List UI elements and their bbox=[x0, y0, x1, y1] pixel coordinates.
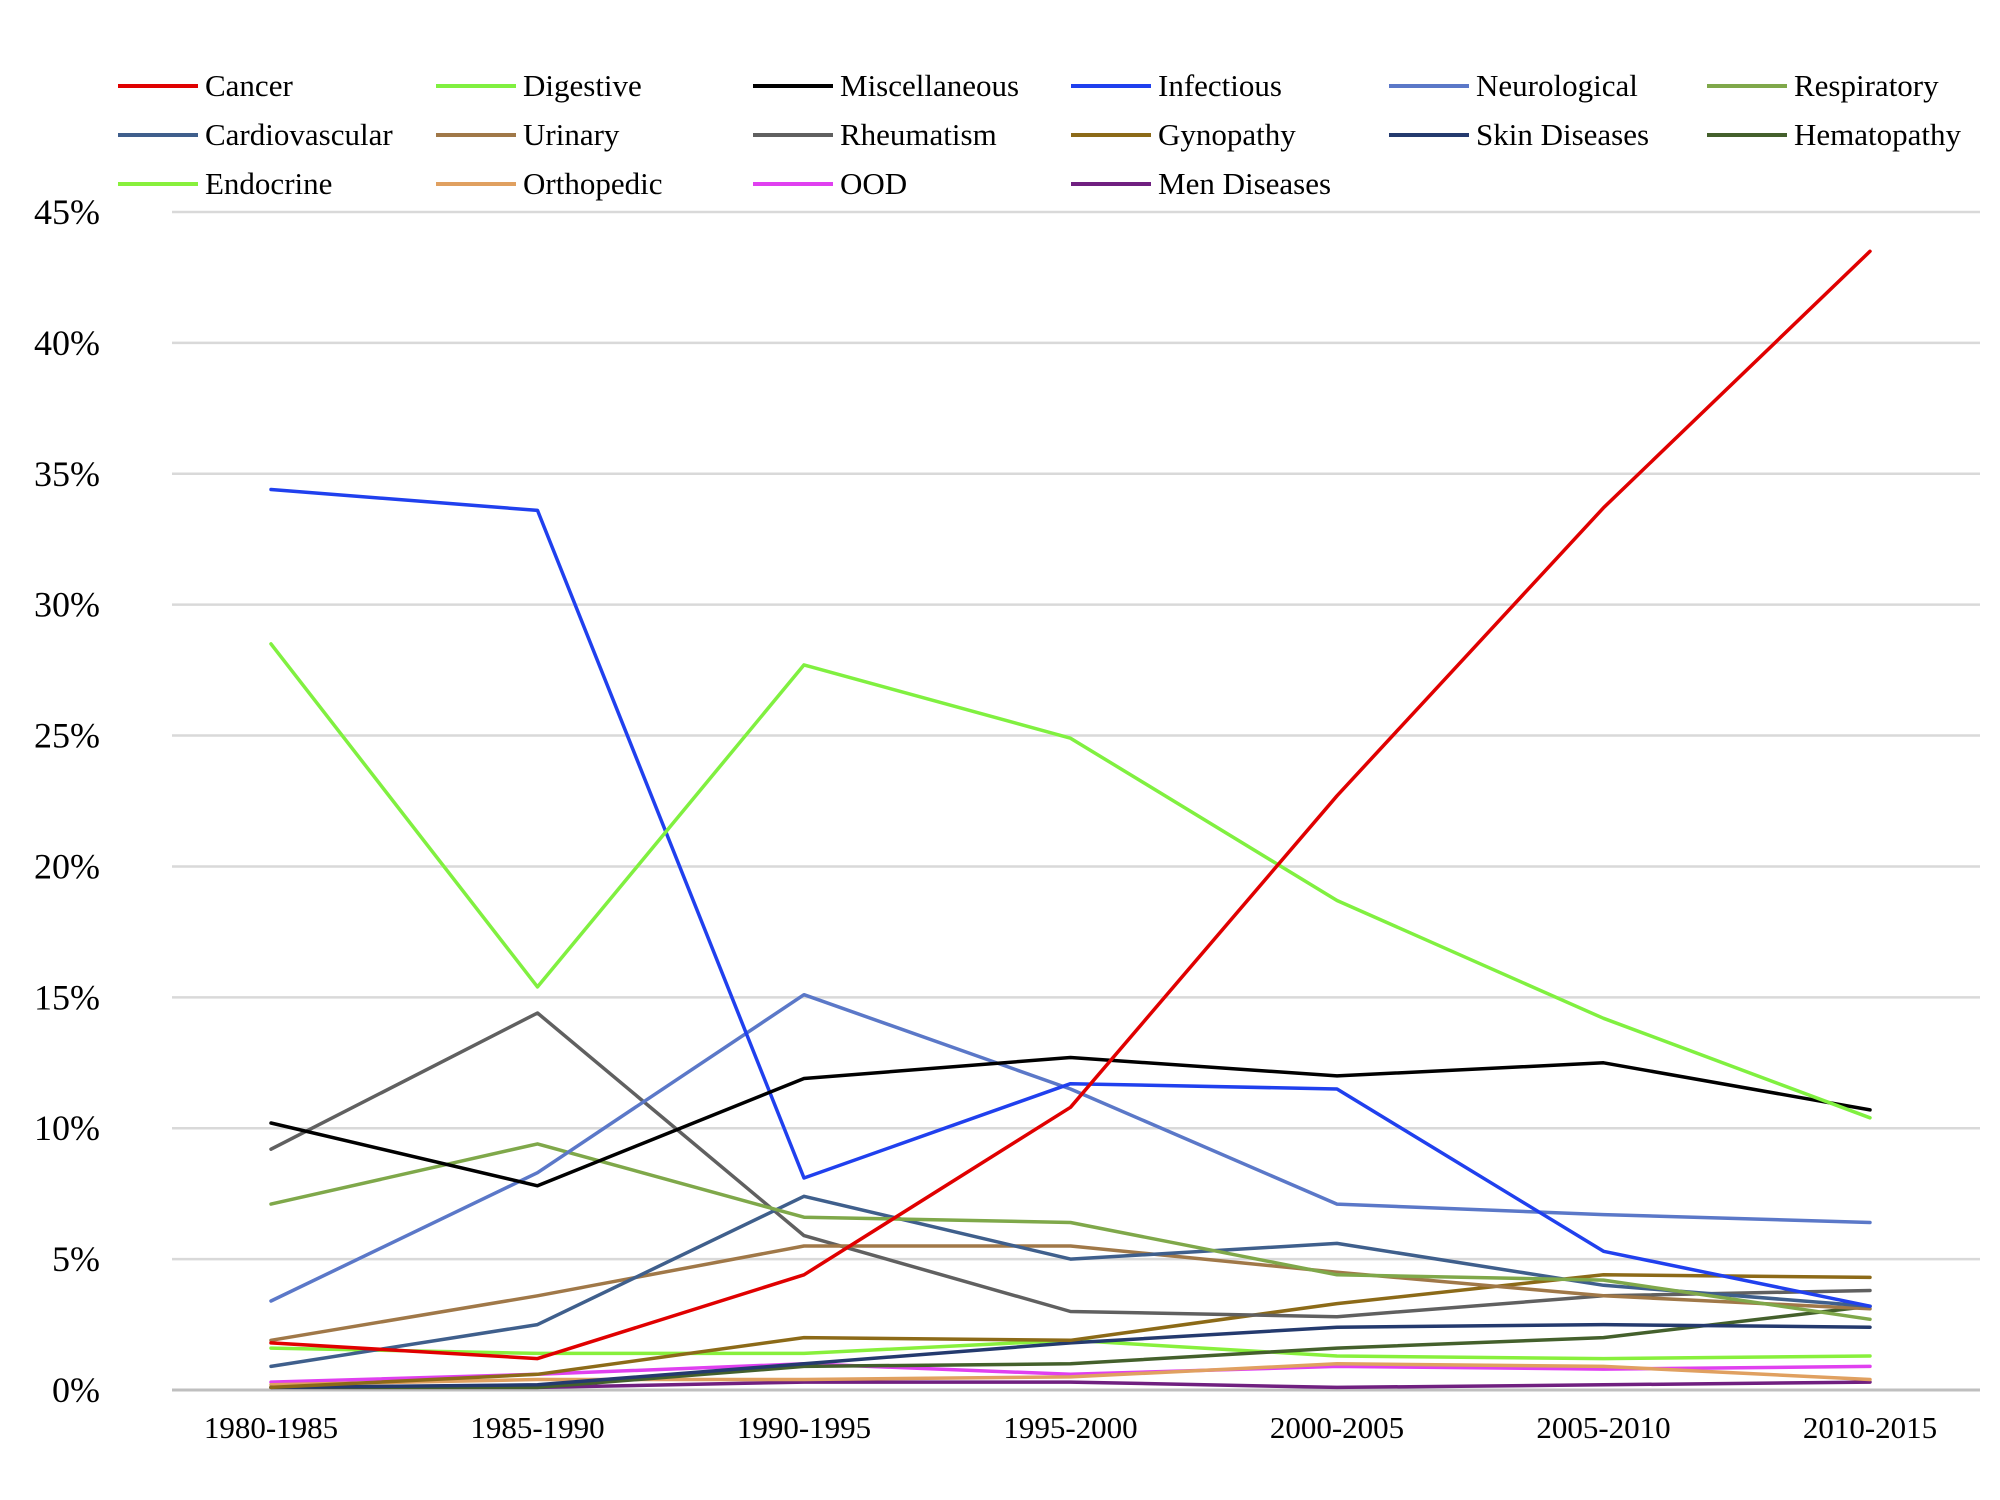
legend-item-rheumatism: Rheumatism bbox=[753, 117, 997, 152]
legend-item-hematopathy: Hematopathy bbox=[1707, 117, 1962, 152]
y-tick-label: 20% bbox=[34, 846, 100, 886]
legend-item-infectious: Infectious bbox=[1071, 68, 1282, 103]
gridlines bbox=[172, 210, 1980, 1392]
x-tick-label: 2000-2005 bbox=[1270, 1410, 1404, 1445]
legend: Cancer Digestive Miscellaneous Infectious Ne… bbox=[118, 68, 1962, 201]
y-tick-label: 35% bbox=[34, 454, 100, 494]
series-line-digestive bbox=[269, 642, 1872, 1120]
legend-label: Infectious bbox=[1158, 68, 1282, 103]
legend-label: Neurological bbox=[1476, 68, 1638, 103]
series-line-cancer bbox=[269, 249, 1872, 1361]
legend-item-respiratory: Respiratory bbox=[1707, 68, 1939, 103]
legend-label: OOD bbox=[840, 166, 907, 201]
y-tick-label: 5% bbox=[52, 1239, 100, 1279]
legend-label: Hematopathy bbox=[1794, 117, 1962, 152]
x-tick-label: 1990-1995 bbox=[737, 1410, 871, 1445]
legend-item-digestive: Digestive bbox=[436, 68, 642, 103]
legend-label: Cancer bbox=[205, 68, 293, 103]
legend-item-endocrine: Endocrine bbox=[118, 166, 332, 201]
legend-label: Rheumatism bbox=[840, 117, 997, 152]
legend-label: Miscellaneous bbox=[840, 68, 1019, 103]
series-line-gynopathy bbox=[269, 1273, 1872, 1390]
legend-label: Skin Diseases bbox=[1476, 117, 1649, 152]
legend-label: Orthopedic bbox=[523, 166, 662, 201]
x-tick-label: 1980-1985 bbox=[204, 1410, 338, 1445]
legend-item-men-diseases: Men Diseases bbox=[1071, 166, 1331, 201]
series-line-miscellaneous bbox=[269, 1055, 1872, 1188]
legend-label: Gynopathy bbox=[1158, 117, 1296, 152]
legend-label: Digestive bbox=[523, 68, 642, 103]
legend-item-miscellaneous: Miscellaneous bbox=[753, 68, 1019, 103]
series-line-infectious bbox=[269, 487, 1872, 1308]
legend-label: Men Diseases bbox=[1158, 166, 1331, 201]
y-tick-label: 0% bbox=[52, 1370, 100, 1410]
x-tick-label: 1995-2000 bbox=[1003, 1410, 1137, 1445]
legend-item-urinary: Urinary bbox=[436, 117, 620, 152]
x-tick-label: 2010-2015 bbox=[1803, 1410, 1937, 1445]
y-tick-label: 15% bbox=[34, 977, 100, 1017]
series-line-respiratory bbox=[269, 1142, 1872, 1322]
series-line-cardiovascular bbox=[269, 1194, 1872, 1369]
y-tick-label: 45% bbox=[34, 192, 100, 232]
legend-label: Cardiovascular bbox=[205, 117, 393, 152]
legend-item-neurological: Neurological bbox=[1389, 68, 1638, 103]
series-line-hematopathy bbox=[269, 1304, 1872, 1390]
y-tick-label: 30% bbox=[34, 585, 100, 625]
legend-item-cancer: Cancer bbox=[118, 68, 293, 103]
series-line-neurological bbox=[269, 992, 1872, 1303]
legend-label: Respiratory bbox=[1794, 68, 1939, 103]
x-axis-tick-labels: 1980-1985 1985-1990 1990-1995 1995-2000 2000… bbox=[204, 1410, 1937, 1445]
y-tick-label: 40% bbox=[34, 323, 100, 363]
legend-item-gynopathy: Gynopathy bbox=[1071, 117, 1296, 152]
series-line-orthopedic bbox=[269, 1362, 1872, 1387]
series-line-urinary bbox=[269, 1244, 1872, 1343]
y-axis-tick-labels: 0% 5% 10% 15% 20% 25% 30% 35% 40% 45% bbox=[34, 192, 100, 1410]
legend-label: Endocrine bbox=[205, 166, 332, 201]
y-tick-label: 10% bbox=[34, 1108, 100, 1148]
series-lines bbox=[269, 249, 1872, 1390]
x-tick-label: 1985-1990 bbox=[470, 1410, 604, 1445]
y-tick-label: 25% bbox=[34, 716, 100, 756]
series-line-skin-diseases bbox=[269, 1322, 1872, 1390]
legend-item-orthopedic: Orthopedic bbox=[436, 166, 662, 201]
x-tick-label: 2005-2010 bbox=[1536, 1410, 1670, 1445]
legend-item-skin-diseases: Skin Diseases bbox=[1389, 117, 1649, 152]
legend-item-ood: OOD bbox=[753, 166, 907, 201]
legend-item-cardiovascular: Cardiovascular bbox=[118, 117, 393, 152]
legend-label: Urinary bbox=[523, 117, 620, 152]
